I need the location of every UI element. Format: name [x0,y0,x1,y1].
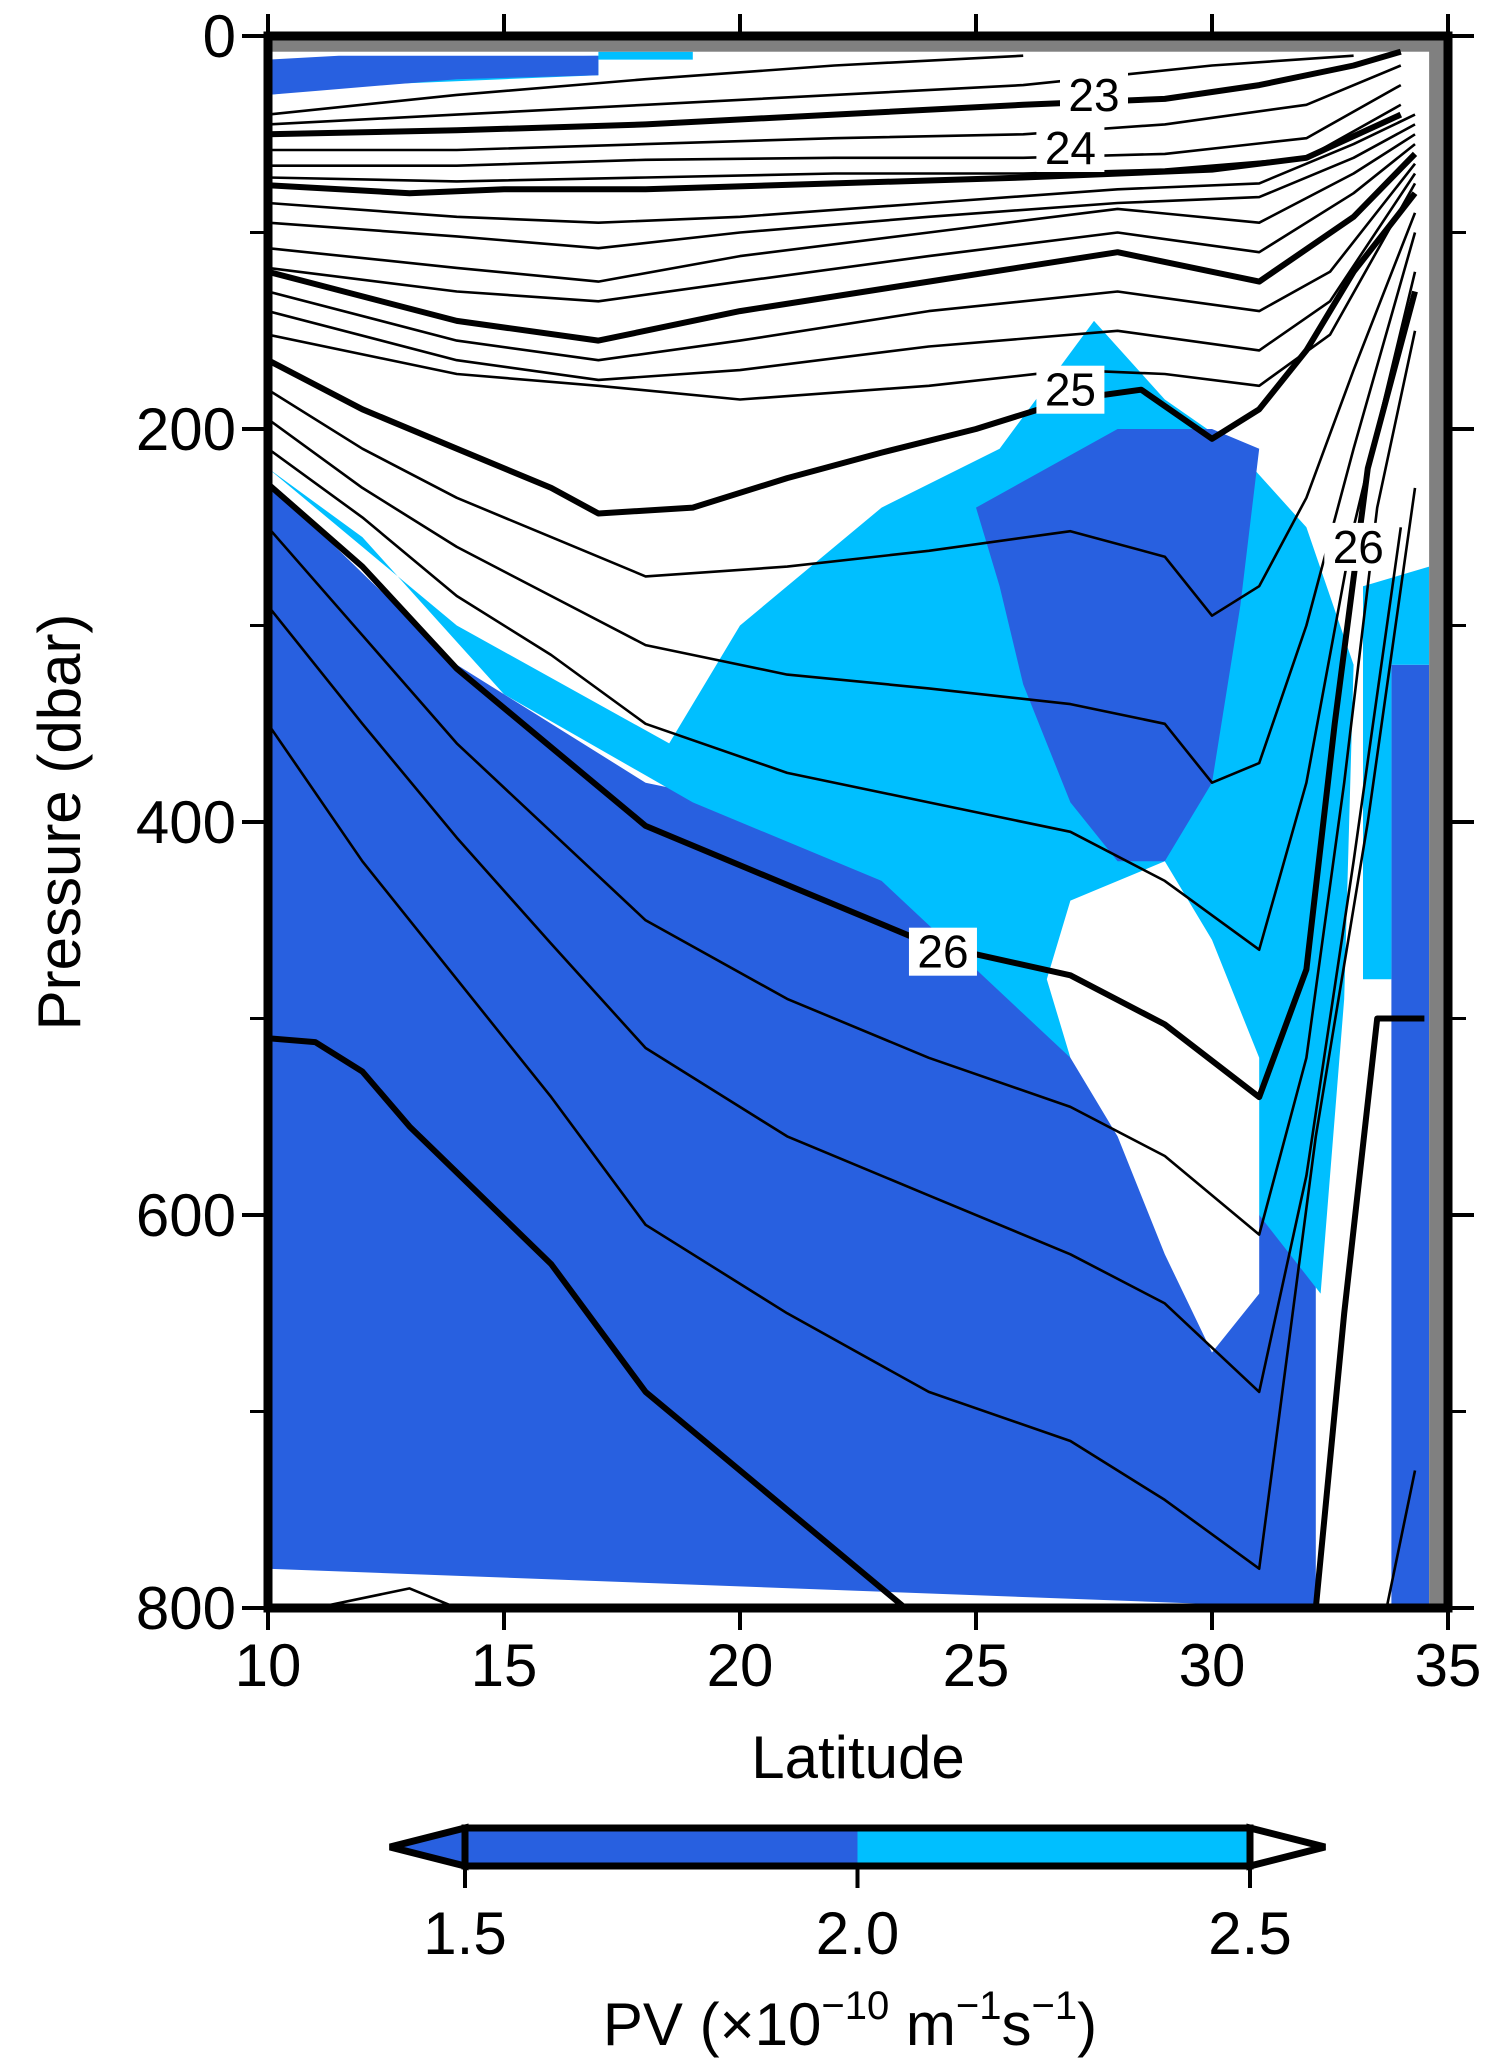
contour-sigma-23-2 [268,48,1402,138]
x-tick-labels: 10 15 20 25 30 35 [235,1632,1482,1699]
colorbar-title-unit-s: s [1002,1991,1032,2058]
y-tick-label: 400 [136,789,236,856]
pv-region-low-3 [1391,664,1430,1608]
contour-label-23-2: 23 [1060,69,1128,121]
contour-sigma-26_8-24 [268,1035,908,1608]
land-mask-east [1429,36,1448,1608]
x-tick-label: 35 [1415,1632,1482,1699]
contour-sigma-26_25-21 [268,330,1417,1236]
colorbar-tick-label: 1.5 [423,1900,506,1967]
pv-region-low-0 [268,487,1316,1608]
colorbar-title-unit-m: m [889,1991,956,2058]
colorbar-title-exponent-m: −1 [956,1984,1002,2028]
colorbar-extend-high [1246,1823,1326,1871]
contour-sigma-24_3-9 [268,133,1416,283]
colorbar-title-exponent-s: −1 [1032,1984,1078,2028]
contour-sigma-25_25-16 [268,212,1417,617]
contour-sigma-24_1-7 [268,113,1416,224]
contour-label-text: 23 [1068,69,1119,121]
pv-region-low-7 [268,55,599,95]
pv-region-high-5 [1046,861,1260,1353]
x-tick-label: 30 [1179,1632,1246,1699]
pv-region-mid-8 [598,51,693,60]
contour-sigma-24_8-14 [268,182,1417,401]
colorbar-tick-label: 2.5 [1208,1900,1291,1967]
y-tick-label: 0 [203,3,236,70]
x-tick-label: 25 [943,1632,1010,1699]
y-tick-label: 600 [136,1182,236,1249]
contour-label-24-6: 24 [1036,122,1105,174]
contour-sigma-24-6 [268,111,1403,197]
contour-label-26-19: 26 [908,926,977,978]
contour-sigma-24_5-11 [268,151,1418,344]
x-axis-title: Latitude [751,1724,965,1791]
contour-label-text: 25 [1045,364,1096,416]
contour-sigma-26_5-22 [268,527,1403,1394]
colorbar-extend-low [389,1823,469,1871]
contour-label-text: 26 [917,926,968,978]
contour-label-25-15: 25 [1036,364,1105,416]
contour-sigma-24_6-12 [268,162,1417,362]
x-tick-label: 15 [471,1632,538,1699]
colorbar-title-close: ) [1077,1991,1097,2058]
contour-sigma-25_5-17 [268,232,1417,784]
contour-sigma-22_75-1 [268,54,1354,126]
y-tick-labels: 0 200 400 600 800 [136,3,236,1642]
axis-ticks [242,14,1474,1630]
contour-sigma-22_5-0 [268,54,1024,116]
colorbar-tick-label: 2.0 [816,1900,899,1967]
contour-sigma-25_75-18 [268,271,1417,951]
contour-label-26-20: 26 [1324,521,1393,573]
x-tick-label: 10 [235,1632,302,1699]
y-tick-label: 200 [136,396,236,463]
colorbar-title: PV (×10−10 m−1s−1) [603,1984,1097,2058]
contour-sigma-27-26 [1312,1015,1425,1608]
contour-sigma-27_2-27 [1385,1470,1417,1608]
x-tick-label: 20 [707,1632,774,1699]
pv-fill-layer [268,51,1430,1608]
contour-sigma-26_6-23 [268,487,1417,1570]
contour-label-text: 26 [1333,521,1384,573]
contour-sigma-24_7-13 [268,172,1417,382]
colorbar-segment-1_5-2_0 [465,1828,858,1866]
contour-sigma-23_25-3 [268,64,1402,152]
contour-sigma-26-19 [268,290,1418,1101]
contour-label-text: 24 [1045,122,1096,174]
contour-sigma-24_2-8 [268,123,1416,250]
contour-sigma-27-25 [314,1587,458,1608]
contour-sigma-24_4-10 [268,143,1416,303]
contour-sigma-25-15 [268,191,1418,517]
colorbar-segment-2_0-2_5 [857,1828,1250,1866]
density-contours [268,48,1425,1608]
contour-sigma-23_5-4 [268,83,1402,167]
colorbar-title-exponent: −10 [821,1984,889,2028]
colorbar-title-part: PV (×10 [603,1991,821,2058]
y-tick-label: 800 [136,1575,236,1642]
pv-colorbar: 1.5 2.0 2.5 [389,1823,1326,1967]
y-axis-title: Pressure (dbar) [26,614,93,1031]
